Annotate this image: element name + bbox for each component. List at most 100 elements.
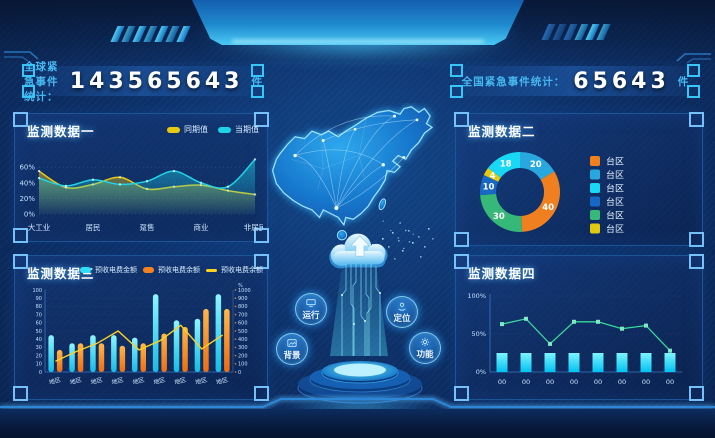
corner-accent xyxy=(689,254,704,269)
badge-label: 定位 xyxy=(393,313,411,324)
panel-monitor-data-3: 监测数据三 预收电费金额 预收电费余额 预收电费余额 0 10 20 30 40 50 60 70… xyxy=(13,254,269,402)
svg-text:地区: 地区 xyxy=(111,376,125,387)
corner-accent xyxy=(454,112,469,127)
china-map xyxy=(271,106,434,250)
svg-text:地区: 地区 xyxy=(90,376,104,387)
badge-monitor[interactable]: 运行 xyxy=(295,293,327,325)
svg-text:台区: 台区 xyxy=(606,169,624,181)
legend-swatch xyxy=(218,126,231,133)
svg-text:4: 4 xyxy=(490,172,496,182)
bracket-icon xyxy=(22,85,35,98)
legend-item: 当期值 xyxy=(218,124,259,135)
bar-chart-legend: 预收电费金额 预收电费余额 预收电费余额 xyxy=(80,265,263,275)
svg-text:商业: 商业 xyxy=(194,222,209,232)
svg-text:800: 800 xyxy=(238,304,248,310)
svg-text:00: 00 xyxy=(666,378,674,386)
svg-text:600: 600 xyxy=(238,321,248,327)
bar-chart-canvas: 0 10 20 30 40 50 60 70 80 90 100 0 100 200 300 400 500 60… xyxy=(19,280,263,402)
svg-text:台区: 台区 xyxy=(606,156,624,168)
counter-value: 143565643 xyxy=(69,68,244,94)
svg-text:台区: 台区 xyxy=(606,210,624,222)
badge-image[interactable]: 背景 xyxy=(276,333,308,365)
bracket-icon xyxy=(450,64,463,77)
corner-accent xyxy=(254,254,269,269)
image-icon xyxy=(287,338,297,351)
svg-text:20: 20 xyxy=(530,160,542,170)
svg-text:70: 70 xyxy=(36,312,42,318)
counter-value: 65643 xyxy=(573,68,670,94)
legend-item: 同期值 xyxy=(167,124,208,135)
corner-accent xyxy=(454,386,469,401)
svg-text:趸售: 趸售 xyxy=(140,222,155,232)
panel-title: 监测数据四 xyxy=(468,266,536,281)
svg-text:80: 80 xyxy=(36,304,42,310)
legend-label: 同期值 xyxy=(184,125,208,134)
svg-text:10: 10 xyxy=(483,182,495,192)
badge-label: 运行 xyxy=(302,310,320,321)
corner-chevron-right xyxy=(676,53,711,64)
panel-title: 监测数据二 xyxy=(468,124,536,139)
svg-text:0: 0 xyxy=(39,370,42,376)
area-chart-canvas: 0% 20% 40% 60% 大工业 居民 趸售 商业 非居民 xyxy=(19,142,266,242)
svg-text:地区: 地区 xyxy=(132,376,146,387)
legend-item: 预收电费余额 xyxy=(143,265,200,275)
svg-text:40%: 40% xyxy=(19,179,35,187)
bracket-icon xyxy=(687,85,700,98)
svg-text:30: 30 xyxy=(493,212,505,222)
counter-unit: 件 xyxy=(251,75,263,88)
badge-label: 功能 xyxy=(416,349,434,360)
bracket-icon xyxy=(22,64,35,77)
monitor-icon xyxy=(306,298,316,311)
corner-accent xyxy=(689,386,704,401)
counter-label: 全球紧急事件统计： xyxy=(24,60,59,103)
counter-label: 全国紧急事件统计： xyxy=(461,75,566,88)
legend-label: 预收电费金额 xyxy=(95,266,137,274)
bracket-icon xyxy=(251,85,264,98)
svg-text:300: 300 xyxy=(238,345,248,351)
svg-text:60%: 60% xyxy=(19,164,35,172)
badge-location[interactable]: 定位 xyxy=(386,296,418,328)
corner-chevron-left xyxy=(4,51,39,62)
svg-text:地区: 地区 xyxy=(48,376,62,387)
legend-item: 预收电费余额 xyxy=(206,265,263,275)
svg-text:台区: 台区 xyxy=(606,183,624,195)
svg-text:100: 100 xyxy=(238,362,248,368)
svg-text:500: 500 xyxy=(238,329,248,335)
svg-text:00: 00 xyxy=(546,378,554,386)
svg-text:00: 00 xyxy=(570,378,578,386)
svg-text:100: 100 xyxy=(32,288,42,294)
svg-text:地区: 地区 xyxy=(153,376,167,387)
panel-title: 监测数据三 xyxy=(27,266,95,281)
barline-chart-canvas: 0% 50% 100% 00 00 00 00 00 00 00 00 xyxy=(460,282,698,404)
corner-accent xyxy=(689,112,704,127)
svg-text:40: 40 xyxy=(542,203,554,213)
header-stripes-right xyxy=(541,24,611,40)
legend-swatch xyxy=(206,268,217,272)
svg-text:100%: 100% xyxy=(467,292,486,300)
svg-text:200: 200 xyxy=(238,353,248,359)
panel-monitor-data-4: 监测数据四 0% 50% 100% 00 00 00 00 00 00 00 00 xyxy=(454,254,704,401)
svg-text:居民: 居民 xyxy=(86,223,101,232)
svg-text:20: 20 xyxy=(36,353,42,359)
corner-accent xyxy=(254,112,269,127)
svg-text:00: 00 xyxy=(594,378,602,386)
bracket-icon xyxy=(251,64,264,77)
svg-text:台区: 台区 xyxy=(606,223,624,235)
legend-label: 预收电费余额 xyxy=(158,266,200,274)
svg-text:700: 700 xyxy=(238,312,248,318)
svg-text:00: 00 xyxy=(642,378,650,386)
corner-accent xyxy=(13,386,28,401)
svg-text:90: 90 xyxy=(36,296,42,302)
svg-text:地区: 地区 xyxy=(194,376,208,387)
badge-gear[interactable]: 功能 xyxy=(409,332,441,364)
svg-text:10: 10 xyxy=(36,362,42,368)
svg-text:%: % xyxy=(238,283,243,289)
svg-text:40: 40 xyxy=(36,337,42,343)
svg-text:0%: 0% xyxy=(476,368,486,376)
corner-accent xyxy=(13,254,28,269)
svg-text:00: 00 xyxy=(522,378,530,386)
location-icon xyxy=(397,301,407,314)
national-emergency-counter: 全国紧急事件统计： 65643 件 xyxy=(450,64,700,98)
svg-text:00: 00 xyxy=(618,378,626,386)
